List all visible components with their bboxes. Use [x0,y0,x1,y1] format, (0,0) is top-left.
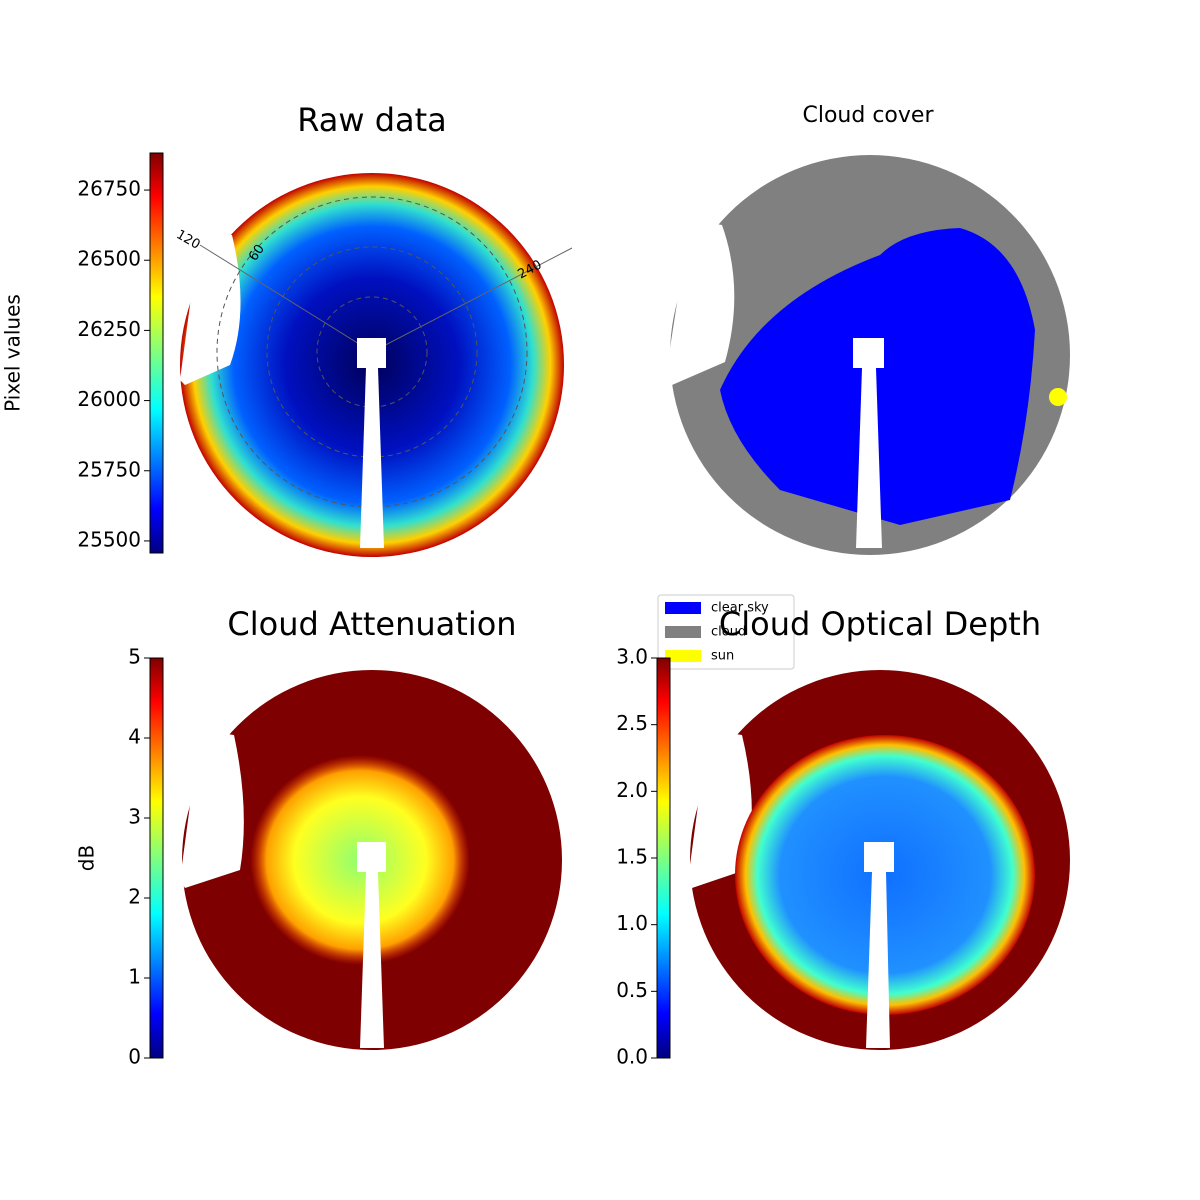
optical-depth-image [688,670,1070,1050]
chart-title: Cloud Optical Depth [719,605,1041,643]
y-tick-label: 0 [128,1045,141,1069]
y-tick-label: 2 [128,885,141,909]
y-tick-label: 1.0 [616,911,648,935]
y-tick-label: 2.5 [616,711,648,735]
y-tick-label: 3 [128,805,141,829]
chart-title: Raw data [297,101,447,139]
y-tick-label: 0.0 [616,1045,648,1069]
cloud-cover-image [665,155,1070,555]
legend-swatch [665,650,701,662]
y-tick-label: 26750 [77,177,141,201]
colorbar [656,657,671,1059]
colorbar [149,657,164,1059]
legend-label: sun [711,649,734,664]
legend-label: cloud [711,625,746,640]
y-axis-label: dB [75,845,99,871]
y-tick-label: 26250 [77,317,141,341]
legend-swatch [665,626,701,638]
y-tick-label: 1 [128,965,141,989]
y-tick-label: 3.0 [616,645,648,669]
y-tick-label: 2.0 [616,778,648,802]
y-tick-label: 5 [128,645,141,669]
y-tick-label: 25500 [77,527,141,551]
y-tick-label: 26500 [77,247,141,271]
colorbar [149,152,164,554]
legend-swatch [665,602,701,614]
y-tick-label: 1.5 [616,845,648,869]
y-tick-label: 0.5 [616,978,648,1002]
y-tick-label: 26000 [77,387,141,411]
chart-title: Cloud Attenuation [227,605,516,643]
chart-title: Cloud cover [803,103,935,128]
y-tick-label: 4 [128,725,141,749]
raw-image [180,173,573,557]
y-axis-label: Pixel values [1,294,25,412]
y-tick-label: 25750 [77,457,141,481]
attenuation-image [180,670,562,1050]
legend-label: clear sky [711,601,769,616]
